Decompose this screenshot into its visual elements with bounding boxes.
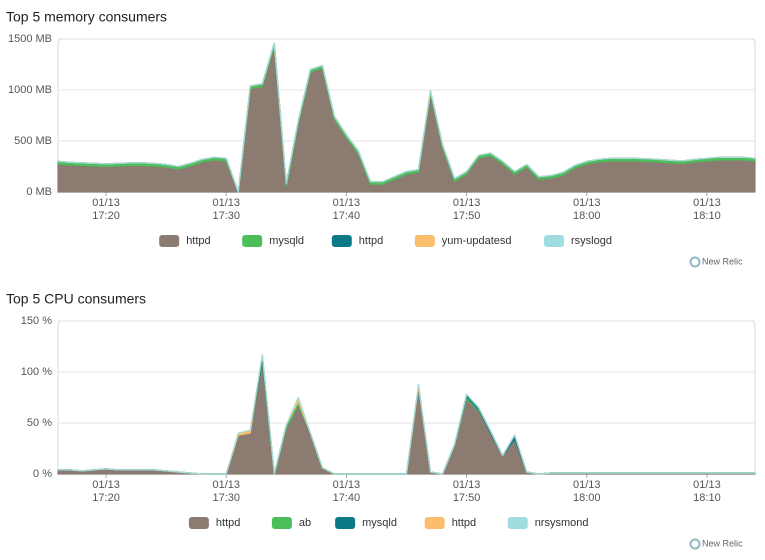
y-tick-label: 150 % bbox=[21, 315, 52, 327]
x-tick-label: 01/13 17:30 bbox=[212, 479, 240, 504]
legend-label: httpd bbox=[186, 235, 210, 247]
x-tick-label: 01/13 18:10 bbox=[693, 479, 721, 504]
x-tick-label: 01/13 18:00 bbox=[572, 479, 601, 504]
plot-area bbox=[57, 42, 756, 193]
x-tick-label: 01/13 18:10 bbox=[693, 197, 721, 222]
chart-title: Top 5 CPU consumers bbox=[6, 291, 146, 307]
legend-swatch bbox=[507, 517, 528, 529]
legend-label: nrsysmond bbox=[535, 517, 589, 529]
area bbox=[57, 42, 756, 193]
x-tick-label: 01/13 17:50 bbox=[452, 479, 481, 504]
legend-swatch bbox=[331, 235, 352, 247]
legend-swatch bbox=[188, 517, 209, 529]
legend-swatch bbox=[544, 235, 564, 247]
x-tick-label: 01/13 17:30 bbox=[212, 197, 240, 222]
y-tick-label: 0 % bbox=[33, 468, 52, 480]
legend-label: mysqld bbox=[269, 235, 304, 247]
chart-title: Top 5 memory consumers bbox=[6, 9, 167, 25]
legend-label: httpd bbox=[359, 235, 383, 247]
x-tick-label: 01/13 17:20 bbox=[92, 479, 120, 504]
y-tick-label: 0 MB bbox=[26, 186, 52, 198]
legend-label: rsyslogd bbox=[571, 235, 612, 247]
y-tick-label: 1500 MB bbox=[8, 33, 52, 45]
plot-frame bbox=[57, 320, 756, 475]
legend-label: yum-updatesd bbox=[442, 235, 512, 247]
y-tick-label: 500 MB bbox=[14, 135, 52, 147]
x-tick-label: 01/13 17:40 bbox=[332, 479, 361, 504]
legend-swatch bbox=[242, 235, 263, 247]
legend-swatch bbox=[335, 517, 356, 529]
x-tick-label: 01/13 17:20 bbox=[92, 197, 120, 222]
x-tick-label: 01/13 17:40 bbox=[332, 197, 361, 222]
area bbox=[57, 354, 756, 475]
y-tick-label: 100 % bbox=[21, 366, 52, 378]
legend-label: httpd bbox=[216, 517, 240, 529]
legend-swatch bbox=[271, 517, 292, 529]
legend-label: mysqld bbox=[362, 517, 397, 529]
brand-logo bbox=[689, 256, 701, 268]
y-tick-label: 1000 MB bbox=[8, 84, 52, 96]
legend-label: ab bbox=[299, 517, 311, 529]
legend-swatch bbox=[414, 235, 435, 247]
brand: New Relic bbox=[702, 538, 743, 548]
brand-logo bbox=[689, 538, 701, 550]
x-tick-label: 01/13 17:50 bbox=[452, 197, 481, 222]
legend-swatch bbox=[424, 517, 445, 529]
y-tick-label: 50 % bbox=[27, 417, 52, 429]
x-tick-label: 01/13 18:00 bbox=[572, 197, 601, 222]
brand: New Relic bbox=[702, 256, 743, 266]
plot-area bbox=[57, 354, 756, 475]
legend-label: httpd bbox=[452, 517, 476, 529]
legend-swatch bbox=[159, 235, 180, 247]
